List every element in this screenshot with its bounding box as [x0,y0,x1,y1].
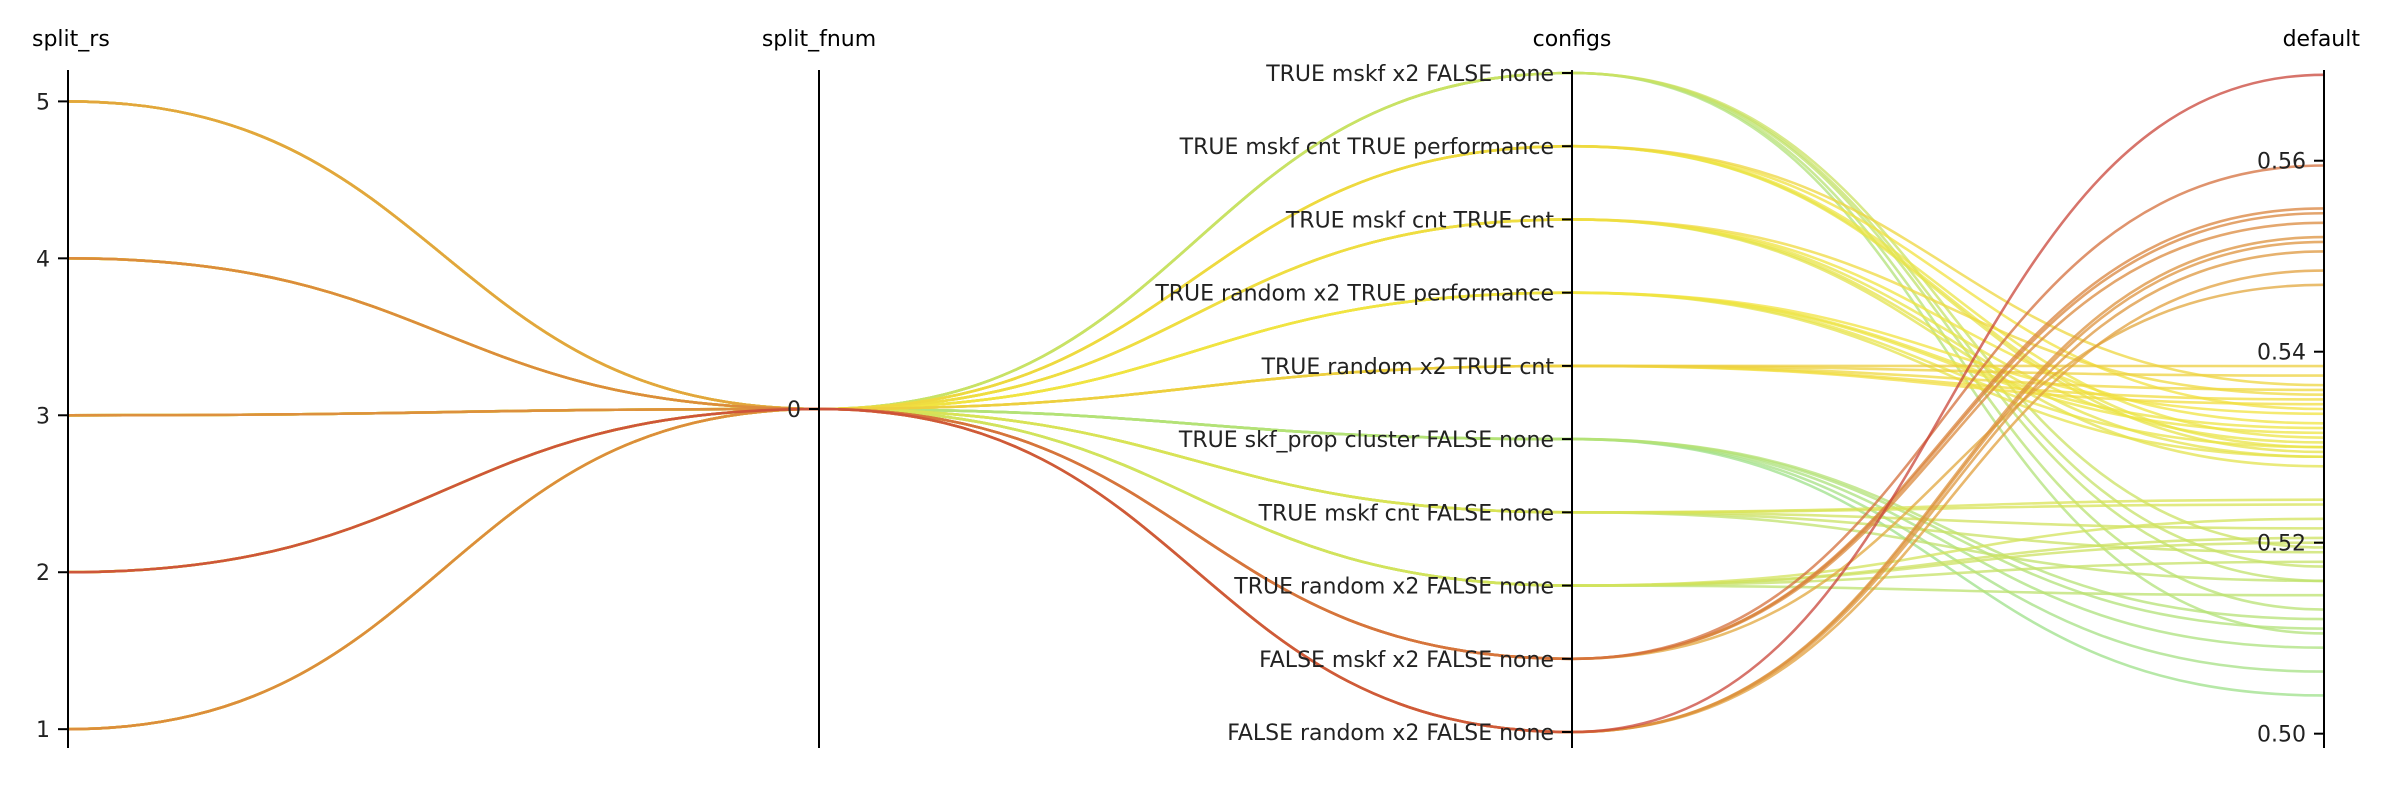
axis-default: default 0.50 0.52 0.54 0.56 [2257,27,2360,748]
tick-label: 0.50 [2257,723,2306,748]
tick-label: TRUE mskf x2 FALSE none [1265,62,1554,87]
axis-split_rs: split_rs 1 2 3 4 5 [32,27,110,748]
tick-label: 0.54 [2257,341,2306,366]
tick-label: 0 [787,398,801,423]
tick-label: TRUE mskf cnt TRUE performance [1179,135,1554,160]
tick-label: 3 [36,404,50,429]
data-line [67,100,2325,734]
axes-layer: split_rs 1 2 3 4 5 split_fnum 0 configs FALSE ran… [32,27,2360,748]
tick-label: 5 [36,90,50,115]
axis-title: split_fnum [762,27,876,52]
tick-label: FALSE mskf x2 FALSE none [1259,648,1554,673]
data-lines-layer [67,71,2325,734]
data-line [67,71,2325,731]
data-line [67,73,2325,734]
axis-title: configs [1533,27,1612,52]
axis-configs: configs FALSE random x2 FALSE none FALSE m… [1154,27,1611,748]
axis-title: default [2283,27,2361,52]
data-line [67,100,2325,587]
data-line [67,235,2325,734]
tick-label: TRUE random x2 FALSE none [1233,575,1554,600]
tick-label: FALSE random x2 FALSE none [1227,721,1554,746]
axis-split_fnum: split_fnum 0 [762,27,876,748]
tick-label: 0.52 [2257,532,2306,557]
tick-label: 1 [36,718,50,743]
tick-label: TRUE random x2 TRUE performance [1154,282,1554,307]
tick-label: 2 [36,561,50,586]
tick-label: TRUE skf_prop cluster FALSE none [1178,428,1554,453]
tick-label: 4 [36,247,50,272]
tick-label: TRUE mskf cnt TRUE cnt [1285,208,1555,233]
tick-label: 0.56 [2257,150,2306,175]
tick-label: TRUE mskf cnt FALSE none [1258,501,1554,526]
tick-label: TRUE random x2 TRUE cnt [1261,355,1555,380]
axis-title: split_rs [32,27,110,52]
